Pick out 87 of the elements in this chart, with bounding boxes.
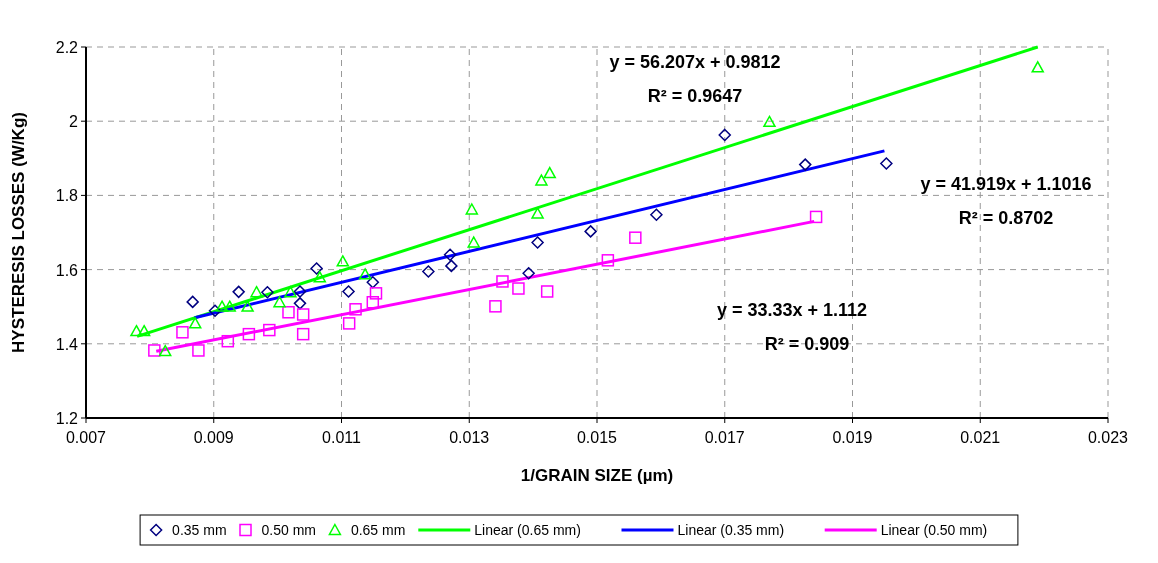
point — [798, 158, 812, 171]
point — [543, 166, 556, 179]
y-tick-label: 1.2 — [55, 410, 79, 427]
x-tick-label: 0.017 — [704, 429, 745, 446]
x-tick-label: 0.021 — [960, 429, 1001, 446]
point — [718, 128, 731, 142]
legend-label: 0.65 mm — [350, 522, 406, 538]
point — [176, 326, 189, 339]
point — [531, 207, 544, 219]
legend-label: Linear (0.50 mm) — [880, 522, 988, 538]
point — [465, 203, 479, 215]
x-tick-label: 0.013 — [449, 429, 490, 446]
legend-label: 0.35 mm — [172, 522, 227, 538]
annotation: y = 33.33x + 1.112 — [716, 300, 868, 320]
point — [467, 236, 480, 248]
point — [310, 262, 323, 275]
point — [342, 317, 356, 330]
point — [584, 225, 597, 238]
point — [443, 248, 457, 262]
point — [629, 231, 642, 244]
point — [192, 344, 205, 357]
point — [284, 285, 297, 298]
point — [369, 287, 383, 300]
y-tick-label: 2 — [69, 113, 79, 131]
point — [535, 174, 548, 186]
y-axis-title: HYSTERESIS LOSSES (W/Kg) — [9, 112, 28, 353]
point — [296, 308, 310, 321]
y-tick-label: 1.4 — [55, 335, 79, 353]
point — [158, 344, 172, 357]
point — [186, 295, 199, 309]
point — [188, 317, 202, 329]
annotation: R² = 0.909 — [764, 334, 850, 354]
point — [763, 115, 776, 128]
point — [366, 275, 380, 289]
annotation: y = 56.207x + 0.9812 — [609, 52, 781, 72]
point — [261, 285, 274, 299]
point — [208, 304, 222, 318]
point — [809, 210, 823, 224]
point — [349, 303, 362, 316]
point — [242, 327, 256, 341]
x-tick-label: 0.011 — [322, 429, 362, 446]
legend-label: Linear (0.35 mm) — [677, 522, 785, 538]
point — [496, 275, 509, 288]
point — [650, 208, 663, 221]
point — [232, 285, 245, 299]
point — [293, 285, 307, 298]
point — [531, 236, 544, 249]
point — [221, 334, 235, 348]
point — [342, 285, 355, 298]
x-tick-label: 0.009 — [193, 429, 234, 446]
legend-label: 0.50 mm — [261, 522, 316, 538]
point — [512, 282, 525, 295]
point — [273, 296, 286, 308]
y-tick-label: 2.2 — [55, 39, 79, 56]
point — [313, 271, 327, 283]
point — [522, 267, 535, 280]
annotation: R² = 0.9647 — [647, 86, 743, 106]
point — [282, 306, 295, 319]
x-tick-label: 0.015 — [576, 429, 618, 446]
point — [540, 285, 554, 298]
x-tick-label: 0.019 — [832, 429, 873, 446]
point — [223, 300, 236, 312]
annotation: R² = 0.8702 — [958, 208, 1054, 228]
legend-label: Linear (0.65 mm) — [474, 522, 581, 538]
point — [601, 254, 615, 267]
y-tick-label: 1.8 — [55, 187, 79, 205]
annotation: y = 41.919x + 1.1016 — [920, 174, 1092, 194]
point — [137, 324, 151, 337]
point — [336, 255, 350, 267]
point — [366, 296, 380, 309]
point — [489, 300, 502, 313]
point — [1031, 61, 1044, 73]
point — [422, 265, 435, 278]
point — [445, 259, 458, 273]
y-tick-label: 1.6 — [55, 261, 79, 279]
point — [130, 324, 143, 337]
point — [250, 285, 263, 298]
x-tick-label: 0.023 — [1087, 429, 1129, 446]
point — [148, 344, 161, 357]
point — [263, 323, 276, 337]
point — [296, 327, 310, 341]
x-axis-title: 1/GRAIN SIZE (µm) — [520, 466, 674, 485]
point — [293, 297, 307, 310]
point — [358, 268, 372, 280]
point — [215, 300, 229, 312]
point — [880, 157, 893, 170]
x-tick-label: 0.007 — [65, 429, 107, 446]
